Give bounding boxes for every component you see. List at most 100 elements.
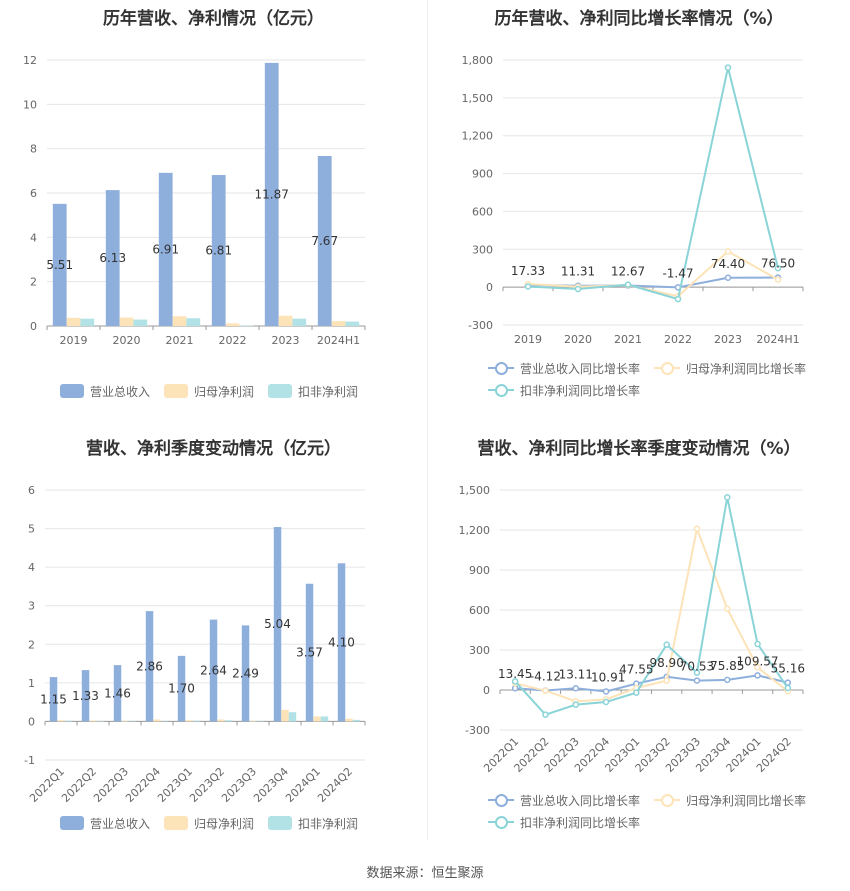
y-tick-label: 600 — [469, 604, 490, 617]
legend-label: 扣非净利润 — [298, 384, 359, 399]
data-point — [572, 685, 579, 692]
series-line — [527, 250, 779, 298]
data-point — [754, 664, 761, 671]
data-label: 17.33 — [511, 264, 545, 278]
y-tick-label: 1,800 — [462, 54, 494, 67]
legend-label: 扣非净利润同比增长率 — [520, 383, 641, 398]
legend-label: 扣非净利润同比增长率 — [520, 815, 641, 830]
data-label: 76.50 — [761, 256, 795, 270]
legend-item[interactable]: 归母净利润 — [164, 380, 254, 402]
legend-item[interactable]: 归母净利润 — [164, 812, 254, 834]
data-point — [572, 701, 579, 708]
y-tick-label: 1,200 — [459, 524, 491, 537]
bar — [211, 175, 226, 326]
y-tick-label: 900 — [472, 168, 493, 181]
y-tick-label: 4 — [28, 561, 35, 574]
data-label: 1.15 — [40, 692, 67, 706]
bar — [337, 563, 346, 722]
chart-legend: 营业总收入 归母净利润 扣非净利润 — [60, 380, 420, 402]
legend-swatch — [60, 384, 84, 398]
data-label: 2.64 — [200, 664, 227, 678]
data-point — [754, 640, 761, 648]
bar — [52, 203, 67, 326]
bar — [331, 321, 346, 326]
data-point — [724, 494, 731, 501]
legend-item[interactable]: 营业总收入 — [60, 380, 150, 402]
annual-revenue-profit-panel: 历年营收、净利情况（亿元） 0 2 4 6 8 10 12 2019 2020 2021 2022 2… — [0, 0, 427, 420]
data-point — [542, 711, 549, 718]
data-point — [633, 689, 640, 696]
bar — [224, 720, 233, 722]
bar — [81, 670, 90, 722]
legend-item[interactable]: 扣非净利润 — [268, 380, 358, 402]
legend-item[interactable]: 营业总收入同比增长率 — [488, 357, 640, 379]
legend-swatch — [488, 815, 514, 829]
quarterly-revenue-profit-chart: -101234562022Q12022Q22022Q32022Q42023Q12… — [24, 484, 366, 805]
bar — [158, 172, 173, 326]
data-point — [602, 698, 610, 706]
legend-item[interactable]: 营业总收入 — [60, 812, 150, 834]
data-label: 2.86 — [136, 659, 163, 673]
legend-swatch — [268, 384, 293, 398]
y-tick-label: 900 — [469, 564, 490, 577]
bar — [209, 619, 218, 722]
legend-swatch — [488, 383, 514, 397]
chart-legend: 营业总收入同比增长率 归母净利润同比增长率扣非净利润同比增长率 — [488, 357, 848, 401]
y-tick-label: -1 — [24, 754, 35, 767]
bar — [313, 716, 321, 722]
data-point — [674, 295, 682, 303]
y-tick-label: 0 — [28, 715, 35, 728]
bar — [49, 677, 58, 722]
x-tick-label: 2021 — [614, 333, 642, 346]
bar — [241, 625, 250, 722]
x-tick-label: 2022 — [664, 333, 692, 346]
data-label: 13.11 — [559, 667, 593, 681]
data-label: 3.57 — [296, 646, 323, 660]
y-tick-label: 12 — [23, 54, 37, 67]
data-point — [624, 281, 632, 288]
x-tick-label: 2021 — [166, 334, 194, 347]
y-tick-label: 0 — [30, 320, 37, 333]
data-label: 11.87 — [255, 187, 289, 201]
data-point — [724, 605, 731, 612]
chart-legend: 营业总收入同比增长率 归母净利润同比增长率 扣非净利润同比增长率 — [488, 789, 848, 833]
data-point — [754, 672, 761, 679]
legend-swatch — [488, 793, 514, 807]
bar — [96, 721, 105, 722]
data-point — [663, 641, 670, 648]
legend-item[interactable]: 扣非净利润同比增长率 — [488, 811, 640, 833]
bar — [185, 720, 193, 722]
bar — [192, 720, 201, 722]
legend-label: 扣非净利润 — [298, 816, 359, 831]
legend-label: 营业总收入 — [90, 816, 151, 831]
bar — [66, 317, 81, 326]
bar — [177, 655, 186, 722]
data-label: 12.67 — [611, 265, 645, 279]
legend-item[interactable]: 扣非净利润 — [268, 812, 358, 834]
data-label: 2.49 — [232, 666, 259, 680]
data-point — [724, 274, 732, 282]
legend-item[interactable]: 归母净利润同比增长率 — [654, 789, 806, 811]
legend-label: 归母净利润同比增长率 — [686, 361, 807, 376]
legend-item[interactable]: 归母净利润同比增长率 — [654, 357, 806, 379]
series-line — [515, 674, 789, 693]
y-tick-label: -300 — [468, 319, 493, 332]
bar — [89, 720, 97, 722]
legend-item[interactable]: 扣非净利润同比增长率 — [488, 379, 640, 401]
data-point — [663, 677, 670, 684]
chart-title: 营收、净利季度变动情况（亿元） — [86, 439, 341, 459]
data-point — [574, 285, 582, 293]
bar — [292, 318, 307, 326]
data-point — [693, 669, 701, 676]
bar — [239, 325, 254, 327]
data-label: 13.45 — [498, 667, 532, 681]
bar — [105, 190, 120, 326]
legend-item[interactable]: 营业总收入同比增长率 — [488, 789, 640, 811]
legend-swatch — [164, 384, 189, 398]
y-tick-label: 1 — [28, 677, 35, 690]
y-tick-label: 3 — [28, 600, 35, 613]
data-point — [602, 688, 610, 695]
data-label: 6.91 — [152, 242, 179, 256]
data-label: 4.10 — [328, 635, 355, 649]
quarterly-growth-panel: 营收、净利同比增长率季度变动情况（%） -300 0 300 600 900 1,200 1… — [428, 430, 850, 850]
